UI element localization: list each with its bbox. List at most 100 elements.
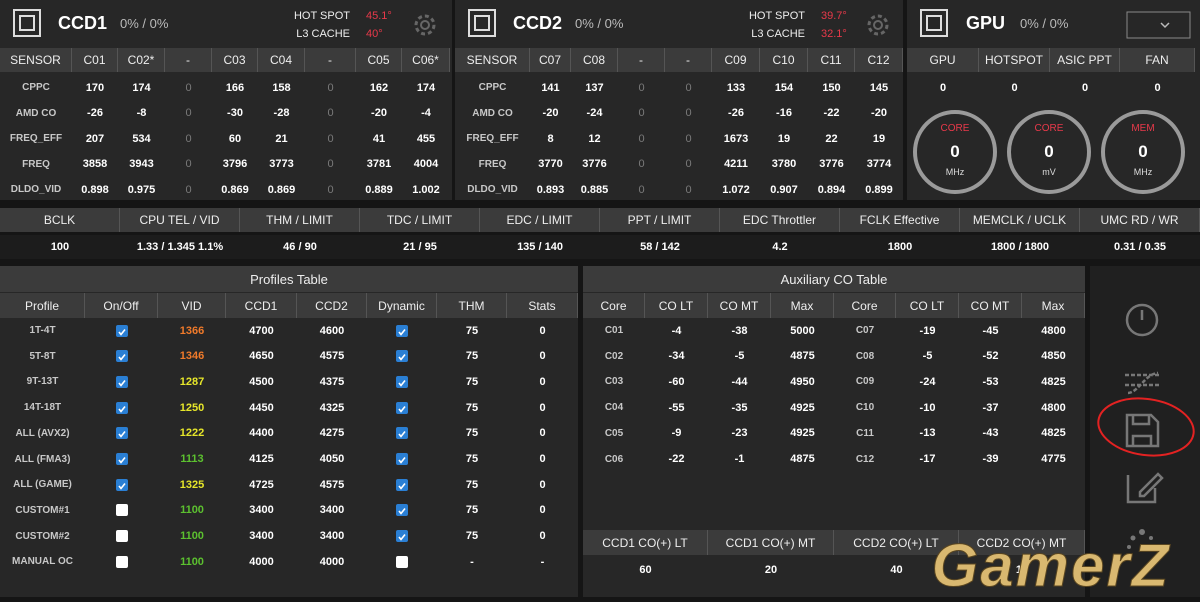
cell: -13 <box>919 427 936 440</box>
cell: -37 <box>982 401 999 414</box>
metric-header: BCLK <box>0 208 120 232</box>
table-header: C01 <box>72 48 118 72</box>
curve-button[interactable] <box>1125 371 1159 395</box>
save-button[interactable] <box>1125 413 1160 448</box>
cell: 0.893 <box>536 183 565 196</box>
cell: 0 <box>327 107 334 119</box>
table-header: C10 <box>760 48 808 72</box>
checkbox[interactable] <box>115 427 128 440</box>
cell: 0 <box>539 504 546 517</box>
power-button[interactable] <box>1125 303 1159 337</box>
checkbox[interactable] <box>115 555 128 568</box>
checkbox[interactable] <box>396 504 408 517</box>
check <box>117 431 126 439</box>
cell: 174 <box>416 81 436 94</box>
gpu-dropdown[interactable] <box>1126 11 1191 39</box>
metric-header: PPT / LIMIT <box>600 208 720 232</box>
cell: 0.899 <box>865 183 893 196</box>
cell: 4000 <box>249 555 274 568</box>
cell: 0 <box>539 401 546 414</box>
checkbox[interactable] <box>396 401 408 414</box>
cell: 10 <box>1015 563 1029 576</box>
metric-header: CPU TEL / VID <box>120 208 240 232</box>
table-header: ASIC PPT <box>1050 48 1120 72</box>
gauge-unit: MHz <box>1133 167 1153 177</box>
cell: 12 <box>588 132 601 145</box>
cell: -22 <box>823 107 840 119</box>
cell: 0 <box>539 478 546 491</box>
checkbox[interactable] <box>396 375 408 388</box>
checkbox[interactable] <box>115 324 128 337</box>
profile-name[interactable]: ALL (GAME) <box>13 479 72 491</box>
cell: 133 <box>726 81 746 94</box>
checkbox[interactable] <box>396 530 408 543</box>
profile-name[interactable]: CUSTOM#1 <box>15 504 70 516</box>
cell: 4925 <box>790 427 815 440</box>
row-label: DLDO_VID <box>10 184 62 195</box>
checkbox[interactable] <box>115 453 128 465</box>
cell: - <box>540 555 545 568</box>
profile-name[interactable]: ALL (FMA3) <box>14 453 71 465</box>
check <box>398 328 406 336</box>
cell: 3943 <box>129 158 154 170</box>
cell: 0.869 <box>221 183 249 196</box>
cell: -44 <box>731 375 748 388</box>
checkbox[interactable] <box>396 478 408 491</box>
profile-name[interactable]: 1T-4T <box>29 325 56 336</box>
table-header: C02* <box>118 48 165 72</box>
cell: -23 <box>731 427 748 440</box>
checkbox[interactable] <box>115 401 128 414</box>
cell: 150 <box>822 81 841 94</box>
profile-name[interactable]: CUSTOM#2 <box>15 530 70 542</box>
checkbox[interactable] <box>115 504 128 517</box>
profile-name[interactable]: 9T-13T <box>26 376 59 388</box>
cell: 0.907 <box>770 183 798 196</box>
table-header: Core <box>834 293 896 318</box>
cell: -10 <box>919 401 936 414</box>
gauge-label: MEM <box>1131 122 1155 134</box>
gauge-unit: mV <box>1042 167 1056 177</box>
cell: 154 <box>774 81 794 94</box>
cell: 3776 <box>819 158 844 170</box>
profile-name[interactable]: 14T-18T <box>23 402 62 414</box>
ccd2-panel <box>455 0 903 200</box>
cell: -55 <box>668 401 685 414</box>
metric-header: EDC Throttler <box>720 208 840 232</box>
cell: 4575 <box>319 350 345 363</box>
checkbox[interactable] <box>396 350 408 363</box>
cell: -4 <box>421 107 431 119</box>
gear-icons <box>414 14 889 36</box>
cell: 4050 <box>319 453 345 465</box>
row-label: CPPC <box>22 82 50 93</box>
cell: -34 <box>668 350 685 363</box>
cell: -16 <box>776 107 792 119</box>
row-label: FREQ <box>478 158 507 170</box>
checkbox[interactable] <box>396 453 408 465</box>
checkbox[interactable] <box>396 555 408 568</box>
cell: 141 <box>541 81 560 94</box>
profile-name[interactable]: 5T-8T <box>29 350 56 362</box>
profile-name[interactable]: ALL (AVX2) <box>15 427 70 439</box>
core-label: C06 <box>604 453 624 465</box>
cell: 4700 <box>249 324 274 337</box>
checkbox[interactable] <box>115 375 128 388</box>
checkbox[interactable] <box>115 530 128 543</box>
checkbox[interactable] <box>396 427 408 440</box>
metric-value: 0.31 / 0.35 <box>1080 235 1200 259</box>
cell: 0 <box>539 375 546 388</box>
cell: - <box>470 555 474 568</box>
cell: 0 <box>185 107 192 119</box>
metric-value: 135 / 140 <box>480 235 600 259</box>
checkbox[interactable] <box>115 350 128 363</box>
cell: -43 <box>982 427 999 440</box>
row-label: AMD CO <box>15 107 57 119</box>
annotation-circle <box>1097 397 1195 457</box>
edit-button[interactable] <box>1126 472 1164 504</box>
checkbox[interactable] <box>396 324 408 337</box>
profile-name[interactable]: MANUAL OC <box>12 556 73 568</box>
checkbox[interactable] <box>115 478 128 491</box>
l3-label: L3 CACHE <box>751 27 805 40</box>
table-header: Dynamic <box>367 293 437 318</box>
ccd1-panel <box>0 0 452 200</box>
